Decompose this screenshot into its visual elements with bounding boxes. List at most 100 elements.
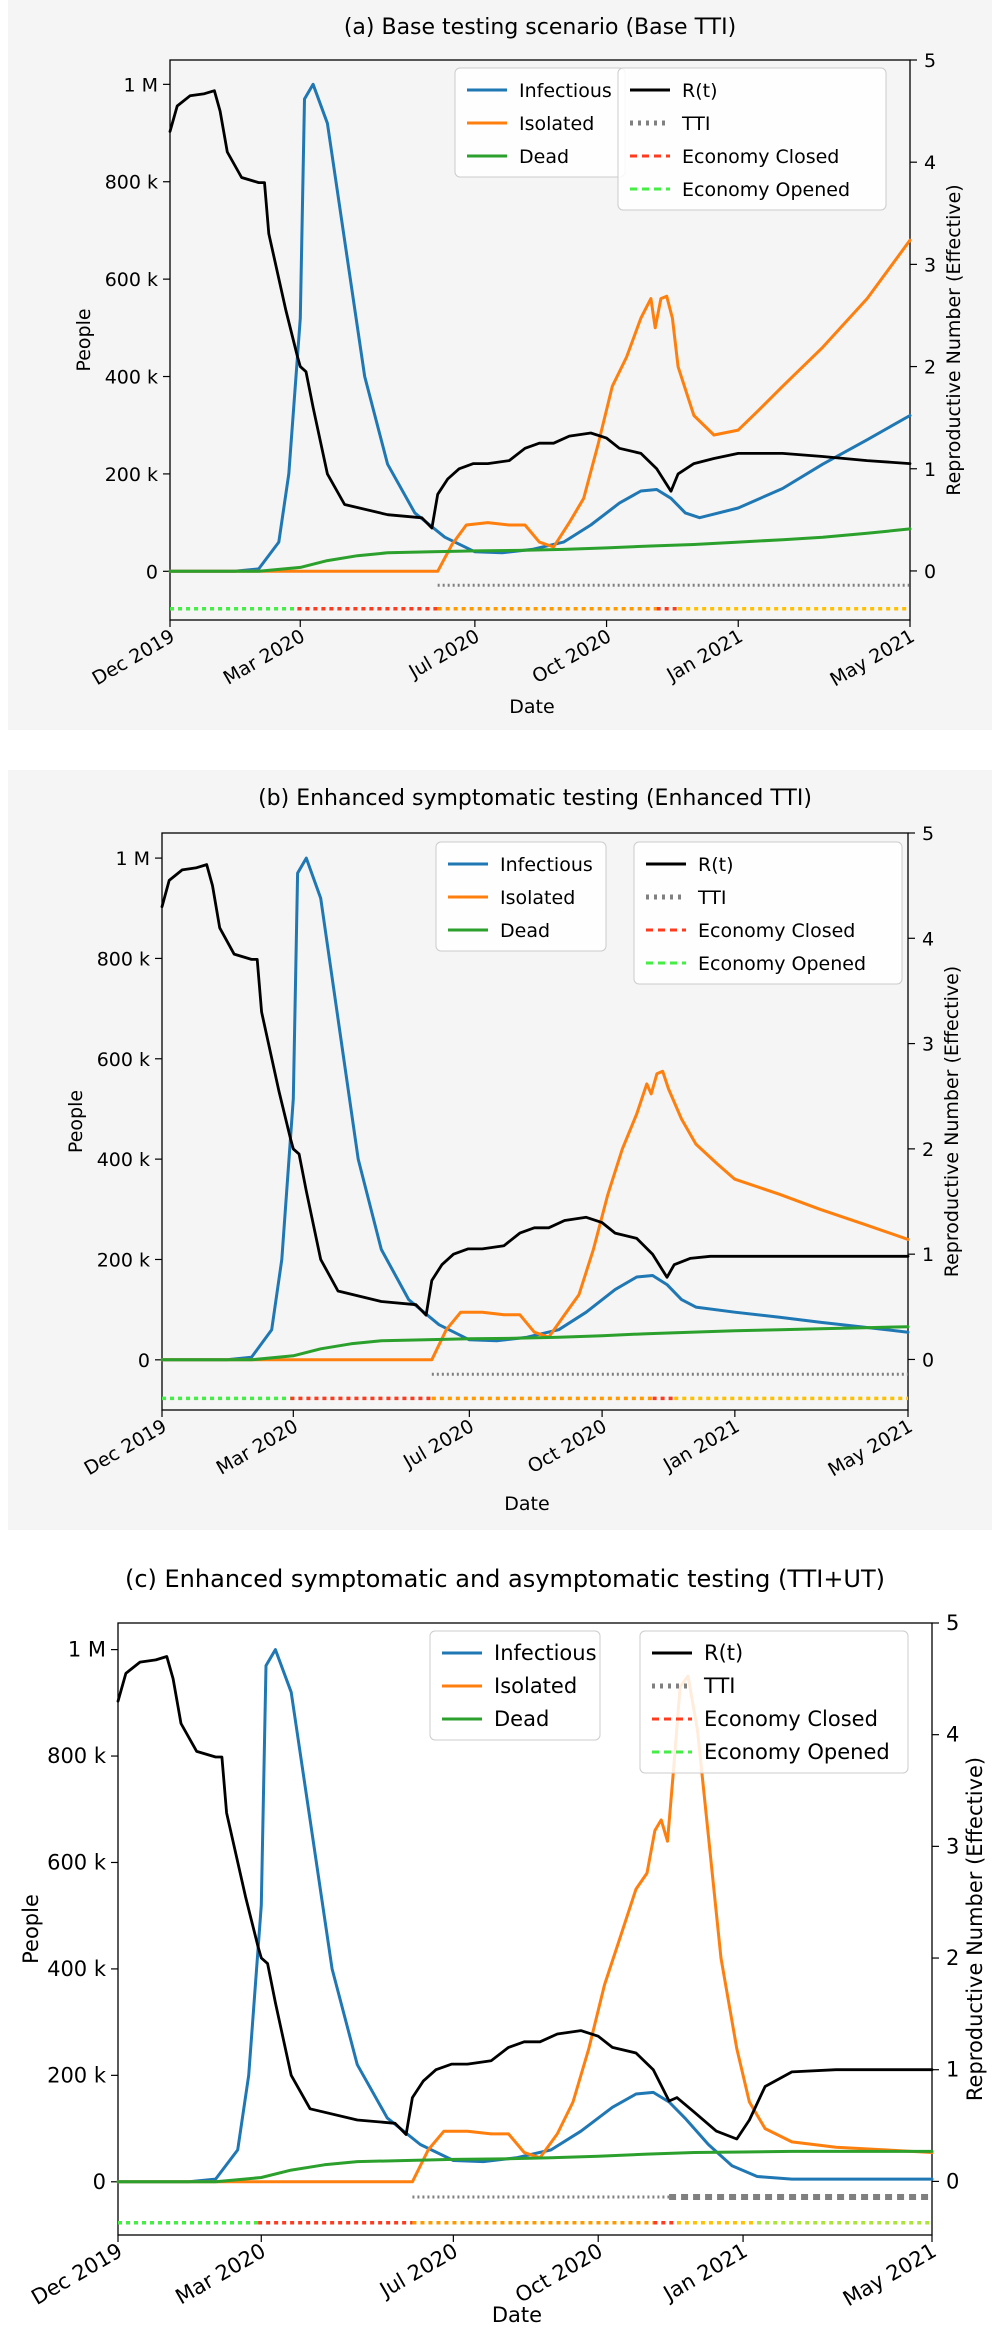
y-axis-label: People xyxy=(65,1090,87,1153)
legend-label: Economy Closed xyxy=(704,1707,878,1731)
legend-box xyxy=(435,841,607,952)
y-tick-label: 200 k xyxy=(97,1249,150,1271)
legend-label: Economy Closed xyxy=(698,920,855,942)
x-tick-label: Dec 2019 xyxy=(27,2239,126,2310)
y-tick-label: 1 M xyxy=(115,848,150,870)
series-line-rt xyxy=(168,89,912,530)
plot-frame xyxy=(169,59,911,621)
plot-frame xyxy=(161,832,909,1411)
y-tick-label: 600 k xyxy=(97,1049,150,1071)
legend-label: TTI xyxy=(681,113,710,135)
series-line-dead xyxy=(160,1325,910,1362)
y2-tick-label: 5 xyxy=(922,823,934,845)
y2-axis-label: Reproductive Number (Effective) xyxy=(941,966,963,1277)
y-axis-label: People xyxy=(73,308,95,371)
y-tick-label: 400 k xyxy=(105,367,158,389)
legend-box xyxy=(639,1630,909,1774)
legend-label: TTI xyxy=(697,887,726,909)
y-tick-label: 0 xyxy=(93,2170,106,2194)
y-tick-label: 200 k xyxy=(47,2063,107,2087)
x-tick-label: Jul 2020 xyxy=(374,2239,462,2304)
legend-label: R(t) xyxy=(704,1641,743,1665)
y2-tick-label: 1 xyxy=(946,2058,959,2082)
series-line-dead xyxy=(168,527,912,573)
x-axis-label: Date xyxy=(509,696,554,718)
chart-panel-b: (b) Enhanced symptomatic testing (Enhanc… xyxy=(0,770,1000,1530)
legend-label: R(t) xyxy=(682,80,717,102)
y2-tick-label: 4 xyxy=(922,928,934,950)
chart-a-svg: (a) Base testing scenario (Base TTI) 0 200… xyxy=(8,0,992,730)
chart-title: (c) Enhanced symptomatic and asymptomati… xyxy=(125,1565,885,1593)
y2-tick-label: 2 xyxy=(922,1139,934,1161)
series-line-infectious xyxy=(168,82,912,573)
chart-title: (a) Base testing scenario (Base TTI) xyxy=(344,15,736,40)
y2-axis-label: Reproductive Number (Effective) xyxy=(943,184,965,495)
chart-b-svg: (b) Enhanced symptomatic testing (Enhanc… xyxy=(8,770,992,1530)
legend-label: Isolated xyxy=(519,113,594,135)
y2-tick-label: 3 xyxy=(946,1834,959,1858)
plot-frame xyxy=(117,1622,933,2236)
y2-tick-label: 0 xyxy=(946,2169,959,2193)
chart-title: (b) Enhanced symptomatic testing (Enhanc… xyxy=(258,786,812,811)
x-axis-label: Date xyxy=(492,2303,542,2327)
y-axis-label: People xyxy=(19,1894,43,1964)
y2-tick-label: 1 xyxy=(924,459,936,481)
legend-box xyxy=(429,1630,601,1741)
series-line-infectious xyxy=(116,1648,934,2184)
legend-label: Economy Opened xyxy=(704,1740,890,1764)
legend-label: Dead xyxy=(494,1707,549,1731)
series-line-isolated xyxy=(168,238,912,573)
y-tick-label: 800 k xyxy=(47,1744,107,1768)
y-tick-label: 400 k xyxy=(47,1957,107,1981)
y-tick-label: 200 k xyxy=(105,464,158,486)
y2-tick-label: 4 xyxy=(924,152,936,174)
y-tick-label: 0 xyxy=(138,1350,150,1372)
legend-label: Dead xyxy=(519,146,569,168)
x-tick-label: Mar 2020 xyxy=(171,2239,269,2310)
legend-label: Economy Opened xyxy=(682,179,850,201)
chart-panel-a: (a) Base testing scenario (Base TTI) 0 200… xyxy=(0,0,1000,730)
series-line-dead xyxy=(116,2149,934,2184)
series-line-isolated xyxy=(116,1674,934,2184)
x-tick-label: Jan 2021 xyxy=(658,2239,752,2307)
legend-box xyxy=(617,67,887,211)
legend-label: Dead xyxy=(500,920,550,942)
legend-label: Economy Closed xyxy=(682,146,839,168)
series-line-rt xyxy=(160,863,910,1317)
y-tick-label: 400 k xyxy=(97,1149,150,1171)
y2-tick-label: 5 xyxy=(924,50,936,72)
legend-label: Isolated xyxy=(494,1674,577,1698)
series-line-rt xyxy=(116,1655,934,2141)
y2-tick-label: 5 xyxy=(946,1611,959,1635)
y2-tick-label: 1 xyxy=(922,1244,934,1266)
y2-tick-label: 3 xyxy=(922,1034,934,1056)
y2-axis-label: Reproductive Number (Effective) xyxy=(963,1757,987,2101)
y2-tick-label: 2 xyxy=(946,1946,959,1970)
y2-tick-label: 0 xyxy=(922,1349,934,1371)
y2-tick-label: 0 xyxy=(924,561,936,583)
y2-tick-label: 4 xyxy=(946,1723,959,1747)
chart-c-svg: (c) Enhanced symptomatic and asymptomati… xyxy=(19,1565,987,2327)
y-tick-label: 1 M xyxy=(68,1638,106,1662)
x-tick-label: Oct 2020 xyxy=(511,2239,607,2308)
y-tick-label: 1 M xyxy=(123,74,158,96)
series-line-isolated xyxy=(160,1069,910,1362)
legend-label: Infectious xyxy=(519,80,612,102)
y2-tick-label: 3 xyxy=(924,254,936,276)
legend-label: R(t) xyxy=(698,854,733,876)
x-tick-label: May 2021 xyxy=(839,2239,941,2312)
y2-tick-label: 2 xyxy=(924,357,936,379)
x-axis-label: Date xyxy=(504,1493,549,1515)
chart-panel-c: (c) Enhanced symptomatic and asymptomati… xyxy=(0,1545,1000,2333)
y-tick-label: 800 k xyxy=(105,172,158,194)
legend-label: Economy Opened xyxy=(698,953,866,975)
legend-label: Isolated xyxy=(500,887,575,909)
legend-box xyxy=(633,841,903,985)
legend-label: TTI xyxy=(703,1674,735,1698)
y-tick-label: 600 k xyxy=(105,269,158,291)
y-tick-label: 800 k xyxy=(97,948,150,970)
y-tick-label: 600 k xyxy=(47,1850,107,1874)
legend-label: Infectious xyxy=(500,854,593,876)
y-tick-label: 0 xyxy=(146,561,158,583)
series-line-infectious xyxy=(160,856,910,1362)
